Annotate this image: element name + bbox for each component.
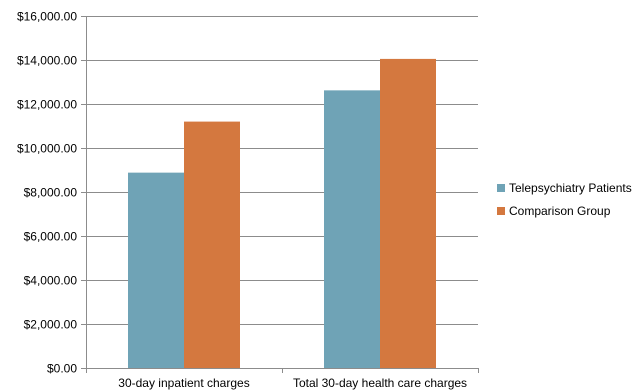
x-tick-label: 30-day inpatient charges — [118, 376, 249, 390]
bars — [128, 58, 436, 369]
y-axis-ticks: $0.00 $2,000.00 $4,000.00 $6,000.00 $8,000.0… — [17, 10, 86, 376]
y-tick-label: $8,000.00 — [24, 186, 78, 200]
bar-comparison-1 — [380, 58, 436, 369]
y-tick-label: $0.00 — [47, 362, 77, 376]
y-tick-label: $16,000.00 — [17, 10, 77, 24]
x-tick-label: Total 30-day health care charges — [293, 376, 467, 390]
y-tick-label: $12,000.00 — [17, 98, 77, 112]
legend-label-telepsychiatry: Telepsychiatry Patients — [509, 181, 632, 195]
legend-swatch-telepsychiatry — [497, 184, 505, 192]
legend: Telepsychiatry Patients Comparison Group — [497, 181, 632, 218]
y-tick-label: $6,000.00 — [24, 230, 78, 244]
y-tick-label: $14,000.00 — [17, 54, 77, 68]
y-tick-label: $10,000.00 — [17, 142, 77, 156]
y-tick-label: $4,000.00 — [24, 274, 78, 288]
bar-comparison-0 — [184, 121, 240, 368]
legend-swatch-comparison — [497, 207, 505, 215]
x-axis-ticks: 30-day inpatient charges Total 30-day hea… — [86, 368, 479, 390]
y-tick-label: $2,000.00 — [24, 318, 78, 332]
legend-label-comparison: Comparison Group — [509, 204, 611, 218]
bar-telepsychiatry-1 — [324, 90, 380, 369]
bar-telepsychiatry-0 — [128, 172, 184, 368]
